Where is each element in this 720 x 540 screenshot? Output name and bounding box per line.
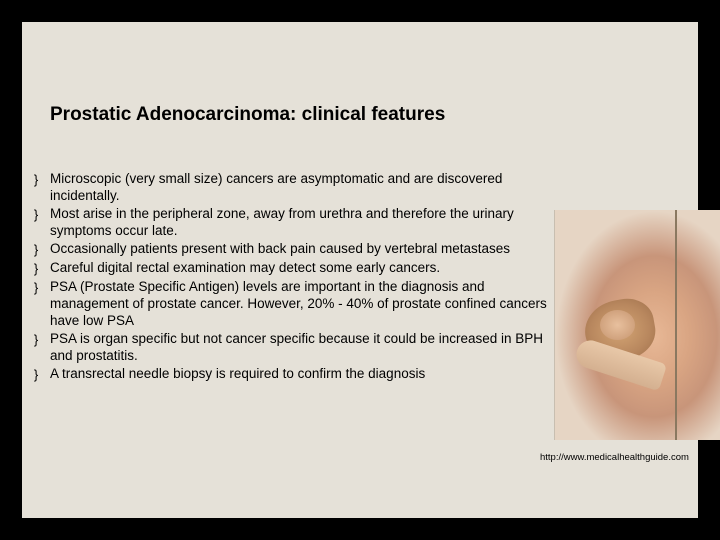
- bullet-icon: }: [22, 278, 50, 296]
- bullet-icon: }: [22, 170, 50, 188]
- bullet-text: Occasionally patients present with back …: [50, 240, 554, 257]
- bullet-text: PSA (Prostate Specific Antigen) levels a…: [50, 278, 554, 329]
- bullet-text: Microscopic (very small size) cancers ar…: [50, 170, 554, 204]
- bullet-icon: }: [22, 365, 50, 383]
- bullet-text: Careful digital rectal examination may d…: [50, 259, 554, 276]
- list-item: } Careful digital rectal examination may…: [22, 259, 554, 277]
- list-item: } A transrectal needle biopsy is require…: [22, 365, 554, 383]
- list-item: } Occasionally patients present with bac…: [22, 240, 554, 258]
- illustration-organ-detail: [600, 310, 635, 340]
- bullet-text: Most arise in the peripheral zone, away …: [50, 205, 554, 239]
- list-item: } PSA is organ specific but not cancer s…: [22, 330, 554, 364]
- list-item: } PSA (Prostate Specific Antigen) levels…: [22, 278, 554, 329]
- illustration-divider: [675, 210, 677, 440]
- bullet-list: } Microscopic (very small size) cancers …: [22, 170, 554, 384]
- bullet-icon: }: [22, 240, 50, 258]
- bullet-icon: }: [22, 205, 50, 223]
- bullet-text: PSA is organ specific but not cancer spe…: [50, 330, 554, 364]
- slide-title: Prostatic Adenocarcinoma: clinical featu…: [50, 104, 445, 126]
- slide-surface: Prostatic Adenocarcinoma: clinical featu…: [22, 22, 698, 518]
- bullet-icon: }: [22, 330, 50, 348]
- bullet-icon: }: [22, 259, 50, 277]
- list-item: } Microscopic (very small size) cancers …: [22, 170, 554, 204]
- bullet-text: A transrectal needle biopsy is required …: [50, 365, 554, 382]
- anatomy-illustration: [554, 210, 720, 440]
- list-item: } Most arise in the peripheral zone, awa…: [22, 205, 554, 239]
- image-credit: http://www.medicalhealthguide.com: [540, 452, 720, 463]
